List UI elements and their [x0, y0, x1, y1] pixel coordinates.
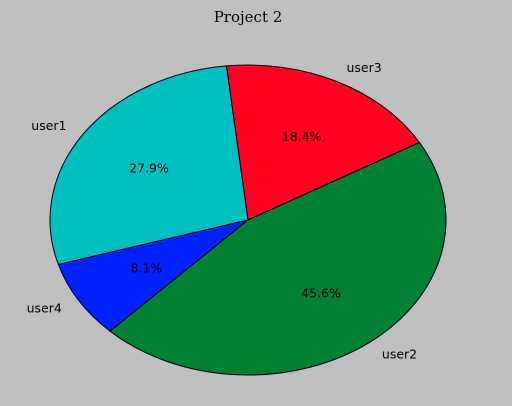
pie-pct-label-user4: 8.1% — [131, 260, 163, 275]
pie-pct-label-user2: 45.6% — [301, 285, 341, 300]
pie-category-label-user3: user3 — [347, 60, 382, 75]
pie-category-label-user1: user1 — [31, 118, 66, 133]
pie-slices — [49, 64, 447, 376]
pie-category-label-user2: user2 — [382, 347, 417, 362]
chart-title: Project 2 — [214, 8, 283, 26]
pie-slice-user4 — [57, 219, 249, 332]
pie-pct-label-user3: 18.4% — [282, 129, 322, 144]
pie-labels: 18.4% user3 27.9% user1 8.1% user4 45.6% user2 — [27, 60, 418, 362]
pie-category-label-user4: user4 — [27, 301, 62, 316]
pie-slice-user1 — [49, 65, 249, 266]
pie-slice-user3 — [225, 64, 421, 221]
pie-slice-user2 — [109, 141, 447, 376]
pie-pct-label-user1: 27.9% — [129, 161, 169, 176]
